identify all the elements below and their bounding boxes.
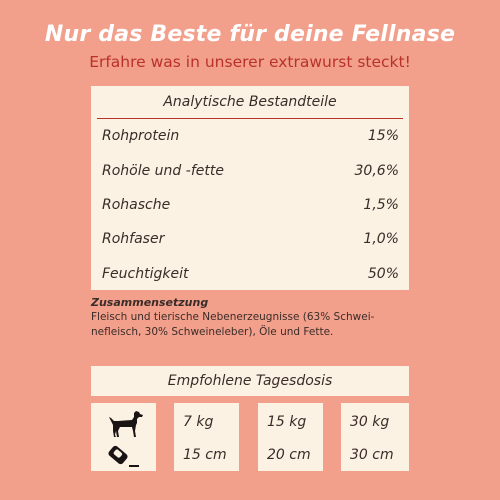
analysis-row: Rohprotein 15% bbox=[91, 119, 409, 153]
analysis-table: Analytische Bestandteile Rohprotein 15% … bbox=[91, 86, 409, 290]
dosage-column: 7 kg 15 cm bbox=[174, 403, 239, 471]
analysis-row: Feuchtigkeit 50% bbox=[91, 257, 409, 291]
dosage-weight: 15 kg bbox=[267, 414, 307, 430]
analysis-label: Rohöle und -fette bbox=[102, 162, 224, 179]
analysis-label: Rohprotein bbox=[102, 128, 180, 145]
page-subtitle: Erfahre was in unserer extrawurst steckt… bbox=[89, 53, 411, 71]
dosage-column: 15 kg 20 cm bbox=[258, 403, 323, 471]
sausage-icon bbox=[108, 445, 139, 467]
analysis-label: Rohasche bbox=[102, 196, 171, 213]
dosage-column: 30 kg 30 cm bbox=[341, 403, 409, 471]
analysis-row: Rohasche 1,5% bbox=[91, 188, 409, 222]
analysis-label: Rohfaser bbox=[102, 231, 165, 248]
analysis-row: Rohöle und -fette 30,6% bbox=[91, 153, 409, 187]
dog-icon bbox=[109, 411, 143, 437]
dosage-icon-box bbox=[91, 403, 156, 471]
dosage-weight: 30 kg bbox=[350, 414, 390, 430]
dosage-length: 15 cm bbox=[183, 447, 227, 463]
analysis-value: 30,6% bbox=[354, 162, 399, 179]
composition-text-line: nefleisch, 30% Schweineleber), Öle und F… bbox=[91, 326, 334, 338]
dosage-length: 30 cm bbox=[350, 447, 394, 463]
analysis-value: 1,0% bbox=[363, 231, 399, 248]
analysis-label: Feuchtigkeit bbox=[102, 265, 189, 282]
analysis-value: 50% bbox=[367, 265, 399, 282]
page-title: Nur das Beste für deine Fellnase bbox=[44, 22, 456, 47]
dosage-weight: 7 kg bbox=[183, 414, 214, 430]
composition-text-line: Fleisch und tierische Nebenerzeugnisse (… bbox=[91, 311, 375, 323]
dosage-length: 20 cm bbox=[267, 447, 311, 463]
composition-section: Zusammensetzung Fleisch und tierische Ne… bbox=[91, 295, 409, 340]
analysis-heading: Analytische Bestandteile bbox=[97, 86, 403, 119]
analysis-value: 1,5% bbox=[363, 196, 399, 213]
dosage-heading: Empfohlene Tagesdosis bbox=[91, 366, 409, 396]
analysis-row: Rohfaser 1,0% bbox=[91, 222, 409, 256]
analysis-value: 15% bbox=[367, 128, 399, 145]
composition-heading: Zusammensetzung bbox=[91, 296, 209, 309]
